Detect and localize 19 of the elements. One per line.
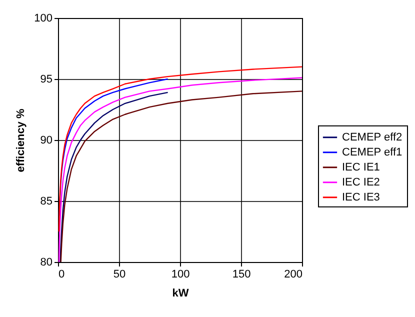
legend-label: IEC IE1 (342, 161, 380, 174)
y-tick-label: 80 (40, 256, 52, 268)
x-tick-label: 100 (171, 268, 190, 280)
x-tick-label: 0 (58, 268, 65, 280)
y-tick-label: 100 (34, 12, 52, 24)
x-tick-label: 50 (113, 268, 126, 280)
legend-label: IEC IE2 (342, 176, 380, 188)
line-series (58, 66, 302, 232)
x-tick-label: 200 (284, 268, 302, 280)
line-series (60, 92, 168, 262)
y-tick-label: 90 (40, 134, 52, 146)
y-tick-label: 85 (40, 196, 52, 208)
legend-label: CEMEP eff1 (342, 146, 402, 158)
x-tick-label: 150 (232, 268, 251, 280)
x-axis-title: kW (172, 288, 190, 300)
y-tick-label: 95 (40, 74, 52, 86)
legend-label: CEMEP eff2 (342, 131, 402, 144)
legend-label: IEC IE3 (342, 191, 380, 204)
y-axis-title: efficiency % (15, 108, 28, 172)
